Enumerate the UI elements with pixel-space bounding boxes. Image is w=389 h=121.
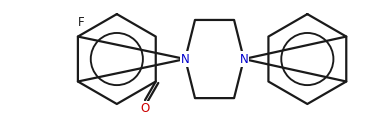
Text: O: O: [140, 102, 150, 115]
Text: F: F: [77, 16, 84, 29]
Text: N: N: [240, 53, 248, 66]
Text: N: N: [181, 53, 189, 66]
